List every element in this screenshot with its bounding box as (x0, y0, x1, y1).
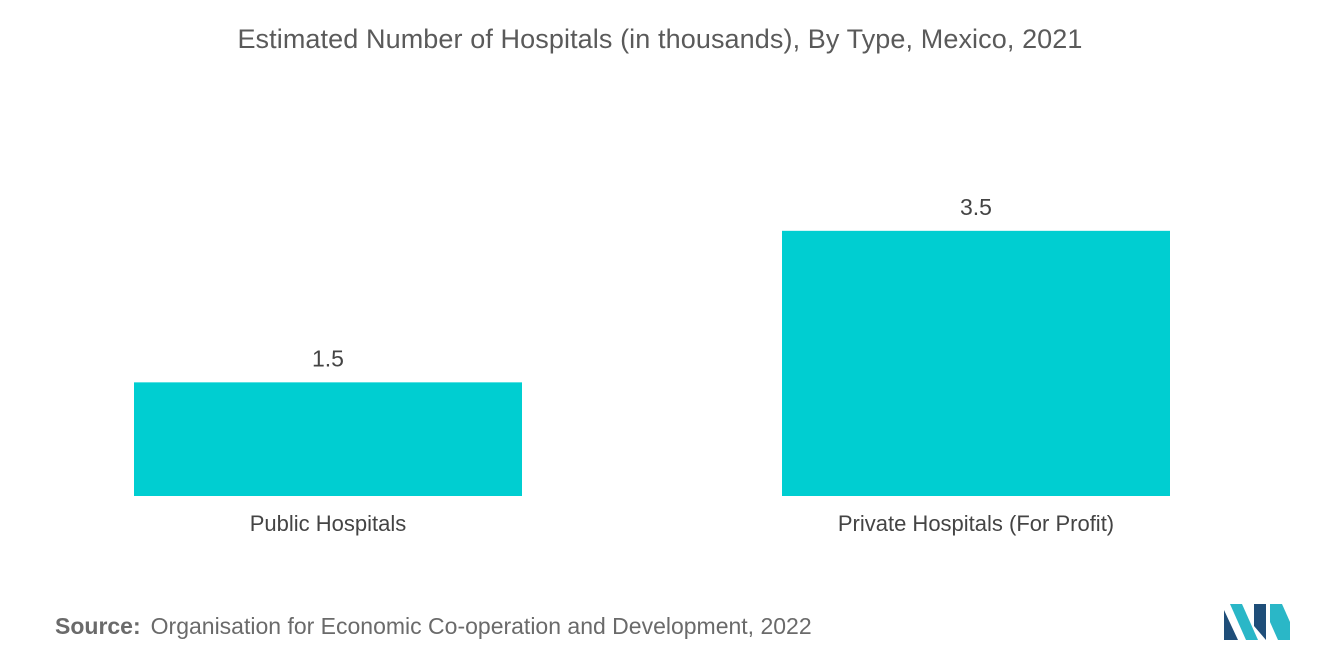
bar-value-label: 1.5 (312, 345, 344, 371)
category-label: Private Hospitals (For Profit) (838, 511, 1114, 536)
chart-title: Estimated Number of Hospitals (in thousa… (237, 24, 1083, 54)
source-note: Source: Organisation for Economic Co-oper… (55, 613, 812, 640)
source-label: Source: (55, 613, 141, 639)
category-label: Public Hospitals (250, 511, 407, 536)
bar-chart: 1.5 Public Hospitals 3.5 Private Hospitals … (134, 194, 1170, 536)
bar-value-label: 3.5 (960, 194, 992, 220)
source-text: Organisation for Economic Co-operation a… (150, 613, 812, 639)
mordor-intelligence-logo-icon (1224, 604, 1290, 640)
bar-1 (134, 382, 522, 496)
bar-2 (782, 230, 1170, 496)
